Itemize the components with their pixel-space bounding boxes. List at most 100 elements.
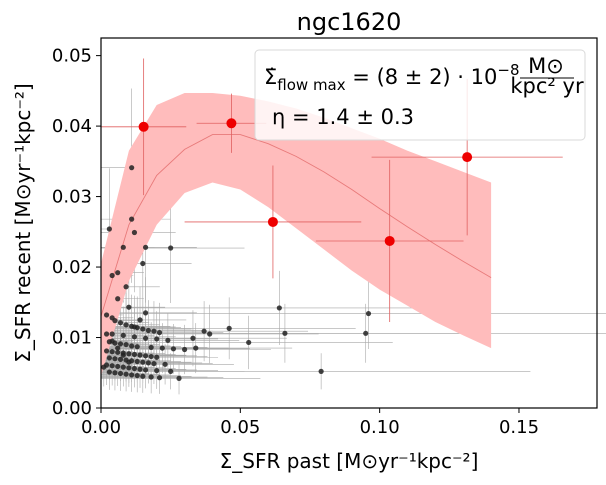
region-point xyxy=(115,363,121,370)
region-point xyxy=(226,325,232,331)
region-point xyxy=(154,354,160,360)
region-point xyxy=(101,364,107,370)
region-point xyxy=(168,245,174,251)
flow-lhs-sub: flow max xyxy=(277,76,345,94)
region-point xyxy=(137,352,143,358)
region-point xyxy=(115,345,121,351)
region-point xyxy=(134,358,140,365)
region-point xyxy=(131,365,138,372)
region-points xyxy=(101,165,372,381)
x-axis-ticks: 0.00 0.05 0.10 0.15 xyxy=(81,408,539,438)
region-point xyxy=(103,348,110,354)
region-point xyxy=(112,370,118,376)
region-point xyxy=(151,328,157,334)
region-point xyxy=(117,341,124,347)
region-point xyxy=(103,331,110,337)
region-point xyxy=(123,322,129,328)
region-point xyxy=(140,359,146,365)
region-point xyxy=(129,372,135,378)
region-point xyxy=(145,327,151,334)
region-point xyxy=(109,338,115,344)
region-point xyxy=(109,272,115,279)
region-point xyxy=(154,368,160,374)
x-tick-label: 0.10 xyxy=(360,417,400,438)
region-point xyxy=(365,310,372,317)
region-point xyxy=(156,329,163,336)
region-point xyxy=(170,346,177,352)
region-point xyxy=(162,361,168,367)
region-point xyxy=(134,372,140,379)
region-point xyxy=(112,356,118,362)
flow-unit-numerator: M⊙ xyxy=(528,54,564,78)
x-axis-label: Σ_SFR past [M⊙yr⁻¹kpc⁻²] xyxy=(220,449,479,473)
region-point xyxy=(120,364,126,370)
binned-point xyxy=(138,121,149,132)
region-point xyxy=(129,343,135,349)
model-band-layer xyxy=(100,93,492,377)
binned-point xyxy=(462,152,473,163)
region-point xyxy=(142,244,149,250)
region-point xyxy=(126,359,132,365)
region-point xyxy=(363,330,369,336)
region-point xyxy=(145,360,151,366)
region-point xyxy=(148,344,154,350)
region-point xyxy=(126,351,132,357)
region-point xyxy=(126,365,132,371)
region-point xyxy=(123,284,129,290)
y-tick-label: 0.00 xyxy=(52,398,92,419)
region-point xyxy=(276,305,282,311)
model-band xyxy=(101,93,492,377)
binned-point xyxy=(226,118,237,129)
region-point xyxy=(201,328,207,334)
y-tick-label: 0.05 xyxy=(52,46,92,67)
region-point xyxy=(131,324,138,330)
region-point xyxy=(131,351,138,358)
region-point xyxy=(123,371,129,377)
region-point xyxy=(156,375,163,381)
region-point xyxy=(129,216,135,222)
region-point xyxy=(106,369,112,375)
region-point xyxy=(154,336,160,342)
chart-title: ngc1620 xyxy=(297,8,402,36)
region-point xyxy=(115,349,121,355)
region-point xyxy=(148,353,154,360)
y-tick-label: 0.02 xyxy=(52,257,92,278)
region-point xyxy=(109,331,115,337)
region-point xyxy=(115,270,121,276)
region-point xyxy=(140,326,146,332)
region-point xyxy=(112,318,118,324)
region-point xyxy=(140,260,146,267)
region-point xyxy=(207,331,213,337)
region-point xyxy=(142,353,149,359)
region-point xyxy=(181,346,188,353)
model-line xyxy=(100,134,492,317)
region-point xyxy=(134,344,140,350)
region-point xyxy=(120,244,126,250)
y-tick-label: 0.01 xyxy=(52,328,92,349)
region-point xyxy=(123,341,129,348)
region-point xyxy=(142,335,149,341)
region-point xyxy=(120,352,126,358)
y-tick-label: 0.03 xyxy=(52,187,92,208)
flow-lhs: Σ̇ xyxy=(264,65,277,89)
flow-exp: −8 xyxy=(497,61,519,79)
region-point xyxy=(159,345,165,351)
region-point xyxy=(151,361,157,367)
binned-points xyxy=(101,58,563,323)
region-point xyxy=(126,304,132,310)
region-point xyxy=(106,355,112,361)
binned-point xyxy=(384,235,395,246)
region-point xyxy=(142,310,149,316)
region-point xyxy=(120,332,126,339)
region-point xyxy=(137,366,143,372)
region-point xyxy=(246,339,252,346)
region-point xyxy=(193,345,199,351)
region-point xyxy=(109,349,115,355)
region-point xyxy=(148,374,154,380)
region-point xyxy=(318,368,324,374)
region-point xyxy=(131,229,138,236)
y-axis-label: Σ_SFR recent [M⊙yr⁻¹kpc⁻²] xyxy=(11,83,35,362)
legend-box xyxy=(254,49,586,141)
y-axis-ticks: 0.00 0.01 0.02 0.03 0.04 0.05 xyxy=(52,46,101,419)
